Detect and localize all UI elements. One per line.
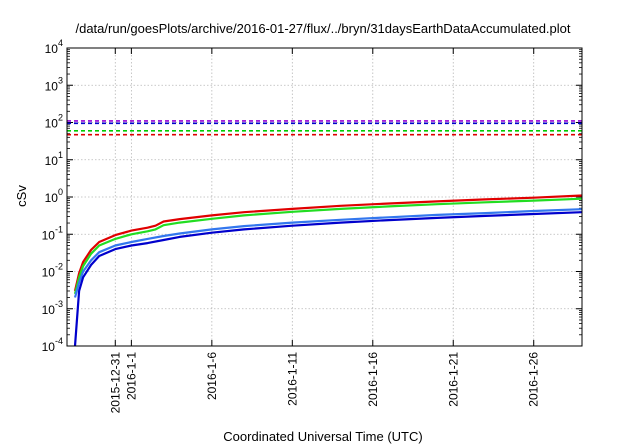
y-tick-label: 10-4 xyxy=(42,336,63,354)
series-lines xyxy=(73,194,583,347)
x-tick-label: 2016-1-6 xyxy=(205,352,219,400)
y-tick-label: 103 xyxy=(45,75,63,93)
y-tick-label-base: 10 xyxy=(45,191,59,205)
y-tick-label-base: 10 xyxy=(42,228,56,242)
series-line xyxy=(73,208,583,298)
chart-title: /data/run/goesPlots/archive/2016-01-27/f… xyxy=(75,21,570,36)
series-line xyxy=(73,211,583,347)
y-tick-label: 10-1 xyxy=(42,224,63,242)
y-tick-label-base: 10 xyxy=(45,79,59,93)
y-tick-label-base: 10 xyxy=(45,117,59,131)
y-tick-label: 104 xyxy=(45,38,63,56)
y-tick-label-exponent: 2 xyxy=(58,113,63,123)
y-tick-label-exponent: 0 xyxy=(58,187,63,197)
y-tick-label: 101 xyxy=(45,150,63,168)
y-tick-label: 102 xyxy=(45,113,63,131)
series-line xyxy=(73,197,583,295)
plot-frame xyxy=(66,47,583,347)
axis-ticks: 10-410-310-210-11001011021031042015-12-3… xyxy=(42,38,582,413)
y-tick-label-exponent: 1 xyxy=(58,150,63,160)
y-tick-label: 10-3 xyxy=(42,299,63,317)
x-tick-label: 2016-1-11 xyxy=(285,352,299,406)
y-tick-label-exponent: -2 xyxy=(55,262,63,272)
y-tick-label: 10-2 xyxy=(42,262,63,280)
y-tick-label-exponent: -1 xyxy=(55,224,63,234)
y-tick-label-exponent: -3 xyxy=(55,299,63,309)
y-tick-label-exponent: 4 xyxy=(58,38,63,48)
y-tick-label-base: 10 xyxy=(42,340,56,354)
threshold-lines xyxy=(67,120,582,136)
x-tick-label: 2016-1-16 xyxy=(366,352,380,407)
y-axis-label: cSv xyxy=(14,185,29,207)
grid xyxy=(67,48,582,346)
y-tick-label: 100 xyxy=(45,187,63,205)
series-line xyxy=(73,194,583,292)
y-tick-label-exponent: 3 xyxy=(58,75,63,85)
y-tick-label-base: 10 xyxy=(45,42,59,56)
y-tick-label-base: 10 xyxy=(45,154,59,168)
x-tick-label: 2016-1-1 xyxy=(124,352,138,400)
y-tick-label-exponent: -4 xyxy=(55,336,63,346)
x-axis-label: Coordinated Universal Time (UTC) xyxy=(223,429,422,444)
y-tick-label-base: 10 xyxy=(42,303,56,317)
x-tick-label: 2016-1-21 xyxy=(446,352,460,407)
y-tick-label-base: 10 xyxy=(42,266,56,280)
x-tick-label: 2015-12-31 xyxy=(108,352,122,414)
x-tick-label: 2016-1-26 xyxy=(527,352,541,407)
